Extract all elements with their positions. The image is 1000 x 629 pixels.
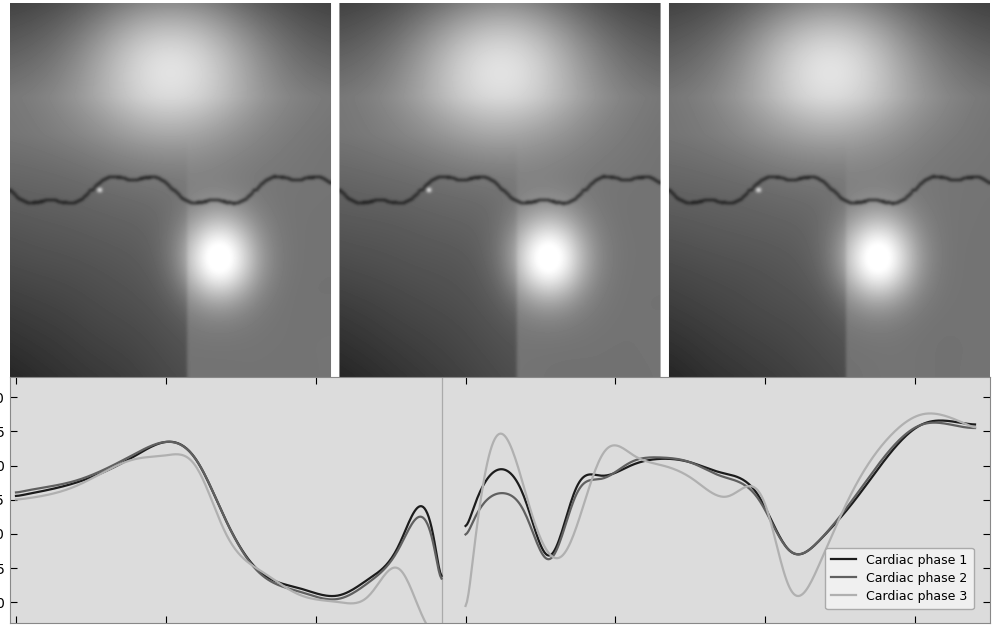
Cardiac phase 1 [11,492,23,499]
Cardiac phase 3 [397,569,409,577]
Cardiac phase 1 [436,572,448,580]
Cardiac phase 2 [10,489,22,496]
Cardiac phase 3 [370,583,382,591]
Cardiac phase 2 [436,575,448,582]
Cardiac phase 1 [326,593,338,600]
Line: Cardiac phase 1: Cardiac phase 1 [16,442,442,596]
Cardiac phase 1 [399,528,411,536]
Cardiac phase 3 [265,574,277,581]
Cardiac phase 2 [162,438,174,445]
Legend: Cardiac phase 1, Cardiac phase 2, Cardiac phase 3: Cardiac phase 1, Cardiac phase 2, Cardia… [825,548,974,609]
Cardiac phase 2 [326,596,338,603]
Cardiac phase 2 [263,577,275,584]
Cardiac phase 1 [263,574,275,582]
Cardiac phase 1 [10,492,22,499]
Cardiac phase 3 [171,450,183,458]
Cardiac phase 3 [10,496,22,503]
Cardiac phase 3 [263,573,275,581]
Cardiac phase 1 [272,579,284,586]
Cardiac phase 3 [272,579,284,586]
Cardiac phase 2 [399,534,411,542]
Cardiac phase 2 [265,577,277,585]
Line: Cardiac phase 2: Cardiac phase 2 [16,442,442,599]
Cardiac phase 2 [372,572,384,579]
Cardiac phase 1 [372,569,384,577]
Cardiac phase 2 [11,489,23,496]
Cardiac phase 2 [272,581,284,589]
Cardiac phase 3 [436,627,448,629]
Cardiac phase 3 [11,496,23,503]
Cardiac phase 1 [164,438,176,445]
Line: Cardiac phase 3: Cardiac phase 3 [16,454,442,629]
Cardiac phase 1 [265,576,277,583]
